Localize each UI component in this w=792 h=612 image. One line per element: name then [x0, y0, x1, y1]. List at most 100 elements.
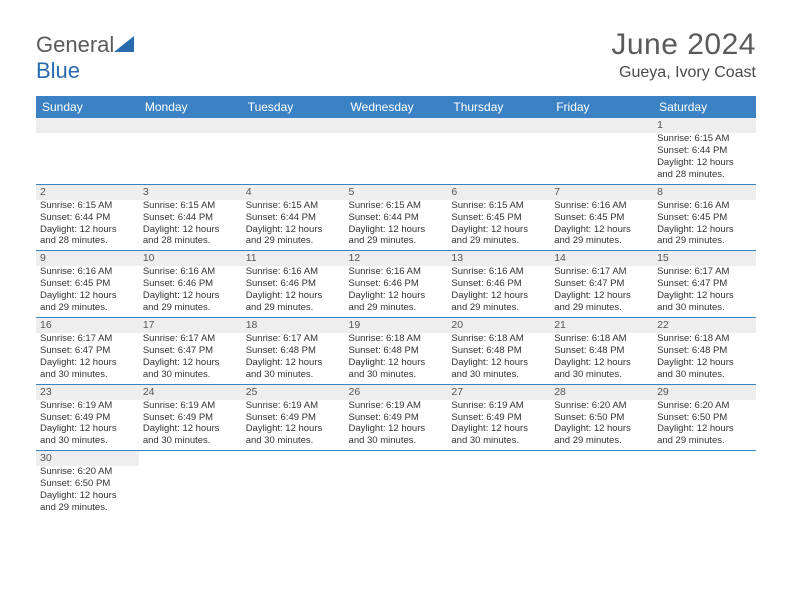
day-detail-cell: Sunrise: 6:20 AMSunset: 6:50 PMDaylight:…	[653, 400, 756, 451]
day-number: 3	[143, 186, 149, 198]
week-daynum-row: 30	[36, 451, 756, 467]
day-detail-cell: Sunrise: 6:17 AMSunset: 6:48 PMDaylight:…	[242, 333, 345, 384]
week-detail-row: Sunrise: 6:17 AMSunset: 6:47 PMDaylight:…	[36, 333, 756, 384]
day-number: 30	[40, 452, 52, 464]
day-detail-cell: Sunrise: 6:15 AMSunset: 6:44 PMDaylight:…	[139, 200, 242, 251]
day-detail-cell	[653, 466, 756, 517]
day-number-cell: 25	[242, 384, 345, 400]
day-detail-cell	[242, 133, 345, 184]
day-number: 19	[349, 319, 361, 331]
day-header: Monday	[139, 96, 242, 118]
day-detail-cell: Sunrise: 6:20 AMSunset: 6:50 PMDaylight:…	[36, 466, 139, 517]
week-detail-row: Sunrise: 6:15 AMSunset: 6:44 PMDaylight:…	[36, 133, 756, 184]
day-number-cell	[345, 118, 448, 133]
day-number-cell	[653, 451, 756, 467]
day-detail-cell: Sunrise: 6:17 AMSunset: 6:47 PMDaylight:…	[550, 266, 653, 317]
day-detail: Sunrise: 6:15 AMSunset: 6:44 PMDaylight:…	[246, 200, 341, 248]
day-number-cell	[36, 118, 139, 133]
day-number-cell: 4	[242, 184, 345, 200]
day-number-cell: 17	[139, 317, 242, 333]
day-detail-cell: Sunrise: 6:16 AMSunset: 6:45 PMDaylight:…	[653, 200, 756, 251]
week-daynum-row: 1	[36, 118, 756, 133]
day-detail: Sunrise: 6:16 AMSunset: 6:45 PMDaylight:…	[40, 266, 135, 314]
day-number-cell: 24	[139, 384, 242, 400]
day-number: 24	[143, 386, 155, 398]
day-number-cell: 3	[139, 184, 242, 200]
day-number-cell: 28	[550, 384, 653, 400]
day-detail-cell: Sunrise: 6:16 AMSunset: 6:46 PMDaylight:…	[242, 266, 345, 317]
day-number: 7	[554, 186, 560, 198]
day-number: 15	[657, 252, 669, 264]
day-detail-cell: Sunrise: 6:15 AMSunset: 6:44 PMDaylight:…	[653, 133, 756, 184]
day-number-cell: 7	[550, 184, 653, 200]
day-detail: Sunrise: 6:16 AMSunset: 6:46 PMDaylight:…	[246, 266, 341, 314]
week-daynum-row: 16171819202122	[36, 317, 756, 333]
day-detail: Sunrise: 6:16 AMSunset: 6:46 PMDaylight:…	[451, 266, 546, 314]
week-detail-row: Sunrise: 6:16 AMSunset: 6:45 PMDaylight:…	[36, 266, 756, 317]
day-header: Saturday	[653, 96, 756, 118]
day-detail-cell: Sunrise: 6:18 AMSunset: 6:48 PMDaylight:…	[447, 333, 550, 384]
day-detail: Sunrise: 6:19 AMSunset: 6:49 PMDaylight:…	[143, 400, 238, 448]
day-detail: Sunrise: 6:17 AMSunset: 6:47 PMDaylight:…	[554, 266, 649, 314]
day-number: 8	[657, 186, 663, 198]
day-detail: Sunrise: 6:16 AMSunset: 6:45 PMDaylight:…	[657, 200, 752, 248]
day-number-cell: 20	[447, 317, 550, 333]
day-detail: Sunrise: 6:15 AMSunset: 6:45 PMDaylight:…	[451, 200, 546, 248]
day-detail-cell	[550, 466, 653, 517]
day-number: 27	[451, 386, 463, 398]
day-number-cell: 10	[139, 251, 242, 267]
day-number-cell: 23	[36, 384, 139, 400]
day-number: 13	[451, 252, 463, 264]
day-header: Tuesday	[242, 96, 345, 118]
brand-part2: Blue	[36, 58, 80, 83]
day-detail-cell: Sunrise: 6:16 AMSunset: 6:46 PMDaylight:…	[447, 266, 550, 317]
day-header-row: SundayMondayTuesdayWednesdayThursdayFrid…	[36, 96, 756, 118]
day-number: 17	[143, 319, 155, 331]
day-detail-cell: Sunrise: 6:19 AMSunset: 6:49 PMDaylight:…	[447, 400, 550, 451]
day-number-cell	[550, 118, 653, 133]
day-header: Sunday	[36, 96, 139, 118]
day-number-cell: 12	[345, 251, 448, 267]
day-number: 18	[246, 319, 258, 331]
day-number-cell: 26	[345, 384, 448, 400]
day-number: 25	[246, 386, 258, 398]
day-detail: Sunrise: 6:18 AMSunset: 6:48 PMDaylight:…	[349, 333, 444, 381]
day-detail-cell	[345, 133, 448, 184]
day-detail-cell: Sunrise: 6:19 AMSunset: 6:49 PMDaylight:…	[345, 400, 448, 451]
day-detail: Sunrise: 6:18 AMSunset: 6:48 PMDaylight:…	[451, 333, 546, 381]
day-detail: Sunrise: 6:19 AMSunset: 6:49 PMDaylight:…	[451, 400, 546, 448]
day-detail-cell: Sunrise: 6:17 AMSunset: 6:47 PMDaylight:…	[36, 333, 139, 384]
day-number: 28	[554, 386, 566, 398]
brand-part1: General	[36, 32, 114, 57]
day-detail: Sunrise: 6:17 AMSunset: 6:47 PMDaylight:…	[40, 333, 135, 381]
day-detail-cell: Sunrise: 6:18 AMSunset: 6:48 PMDaylight:…	[345, 333, 448, 384]
week-daynum-row: 9101112131415	[36, 251, 756, 267]
day-detail-cell: Sunrise: 6:17 AMSunset: 6:47 PMDaylight:…	[139, 333, 242, 384]
day-detail: Sunrise: 6:15 AMSunset: 6:44 PMDaylight:…	[40, 200, 135, 248]
day-detail: Sunrise: 6:15 AMSunset: 6:44 PMDaylight:…	[349, 200, 444, 248]
day-detail: Sunrise: 6:17 AMSunset: 6:47 PMDaylight:…	[657, 266, 752, 314]
day-number-cell: 15	[653, 251, 756, 267]
day-detail: Sunrise: 6:20 AMSunset: 6:50 PMDaylight:…	[657, 400, 752, 448]
day-number-cell	[139, 451, 242, 467]
day-number-cell	[447, 118, 550, 133]
day-number-cell: 9	[36, 251, 139, 267]
day-number-cell: 11	[242, 251, 345, 267]
day-number: 11	[246, 252, 257, 264]
day-number-cell: 6	[447, 184, 550, 200]
day-detail-cell: Sunrise: 6:15 AMSunset: 6:45 PMDaylight:…	[447, 200, 550, 251]
day-detail: Sunrise: 6:20 AMSunset: 6:50 PMDaylight:…	[40, 466, 135, 514]
day-header: Thursday	[447, 96, 550, 118]
header: GeneralBlue June 2024 Gueya, Ivory Coast	[36, 28, 756, 84]
day-number: 29	[657, 386, 669, 398]
day-number-cell	[139, 118, 242, 133]
day-detail-cell: Sunrise: 6:15 AMSunset: 6:44 PMDaylight:…	[242, 200, 345, 251]
day-detail-cell: Sunrise: 6:19 AMSunset: 6:49 PMDaylight:…	[36, 400, 139, 451]
day-number: 21	[554, 319, 566, 331]
day-detail-cell	[139, 133, 242, 184]
day-number: 6	[451, 186, 457, 198]
day-detail-cell	[139, 466, 242, 517]
day-number-cell: 19	[345, 317, 448, 333]
day-number: 5	[349, 186, 355, 198]
day-number-cell	[242, 118, 345, 133]
